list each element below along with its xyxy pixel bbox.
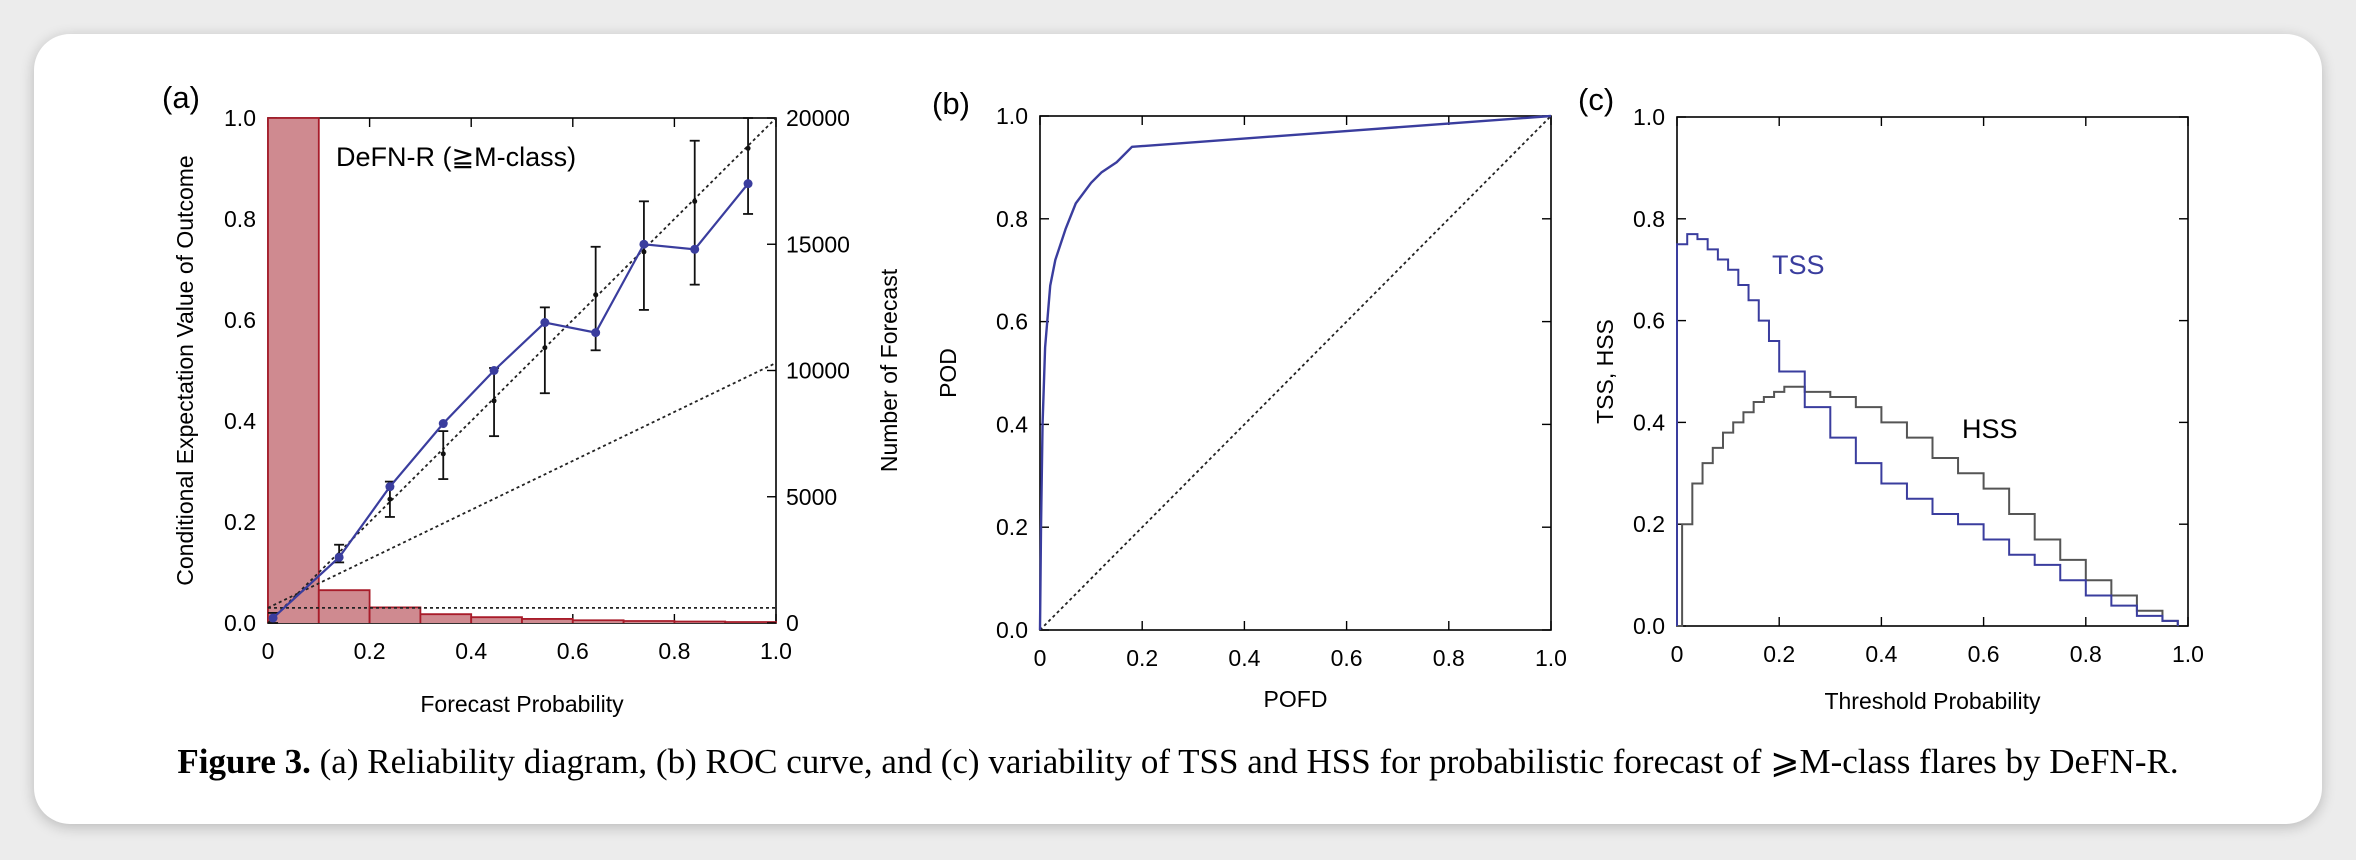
y-right-tick-label: 20000 [786,105,850,131]
y-tick-label: 1.0 [996,103,1028,129]
random-classifier-line [1039,115,1552,631]
x-tick-label: 0.4 [1865,641,1897,667]
y-right-axis-label: Number of Forecast [876,268,902,472]
figure-caption: Figure 3. (a) Reliability diagram, (b) R… [0,742,2356,782]
panel-label: (a) [162,80,200,115]
error-bar-center [692,198,698,204]
x-tick-label: 0.2 [354,638,386,664]
y-tick-label: 0.6 [224,307,256,333]
error-bar-center [440,451,446,457]
reliability-point [690,244,700,254]
reliability-point [268,613,278,623]
error-bar-center [641,249,647,255]
error-bar-center [542,345,548,351]
y-tick-label: 0.4 [224,408,256,434]
y-tick-label: 0.2 [996,514,1028,540]
panel-b: 0 0.2 0.4 0.6 0.8 1.0 0.0 0.2 0.4 0.6 0.8 1.0 (b) POF… [932,86,1567,712]
caption-label: Figure 3. [177,742,311,781]
y-tick-label: 0.8 [996,206,1028,232]
x-tick-label: 0.6 [1331,645,1363,671]
panel-c: 0 0.2 0.4 0.6 0.8 1.0 0.0 0.2 0.4 0.6 0.8 1.0 (c) Thr… [1578,82,2204,714]
y-right-tick-label: 0 [786,610,799,636]
tss-series-line [1676,233,2179,626]
panel-label: (b) [932,86,970,121]
error-bar-center [745,145,751,151]
y-tick-label: 0.0 [1633,613,1665,639]
reliability-point [334,552,344,562]
reliability-point [489,366,499,375]
x-tick-label: 1.0 [760,638,792,664]
y-tick-label: 1.0 [224,105,256,131]
y-tick-label: 0.0 [224,610,256,636]
x-tick-label: 0.6 [1968,641,2000,667]
x-tick-label: 0.4 [455,638,487,664]
hss-series-label: HSS [1962,414,2018,444]
y-tick-label: 0.0 [996,617,1028,643]
x-tick-label: 1.0 [1535,645,1567,671]
y-right-tick-label: 5000 [786,484,837,510]
reliability-point [639,239,649,249]
error-bar-center [491,398,497,404]
histogram-bar [318,590,370,623]
x-axis-label: Threshold Probability [1824,688,2041,714]
y-tick-label: 0.4 [1633,409,1665,435]
x-tick-label: 0 [262,638,275,664]
error-bar-center [593,292,599,298]
reliability-point [438,419,448,429]
y-tick-label: 0.6 [1633,308,1665,334]
x-tick-label: 1.0 [2172,641,2204,667]
hss-series-line [1677,385,2179,627]
x-tick-label: 0.6 [557,638,589,664]
tss-series-label: TSS [1772,250,1825,280]
y-tick-label: 0.6 [996,309,1028,335]
reliability-point [385,482,395,492]
plot-frame [1676,116,2189,627]
figure-card [34,34,2322,824]
no-skill-line [267,362,777,609]
x-axis-label: Forecast Probability [420,691,624,717]
roc-curve [1038,114,1552,631]
panel-a: 0 0.2 0.4 0.6 0.8 1.0 0.0 0.2 0.4 0.6 0.8 1.0 (a) For… [162,80,902,717]
y-right-tick-label: 10000 [786,358,850,384]
histogram-bar [623,620,675,623]
y-tick-label: 1.0 [1633,104,1665,130]
y-tick-label: 0.2 [224,509,256,535]
y-right-tick-label: 15000 [786,231,850,257]
y-tick-label: 0.8 [1633,206,1665,232]
reliability-point [743,179,753,189]
y-axis-label: Conditional Expectation Value of Outcome [172,155,198,585]
histogram-bar [522,618,573,623]
x-tick-label: 0.8 [1433,645,1465,671]
chart-subtitle: DeFN-R (≧M-class) [336,142,576,172]
panel-label: (c) [1578,82,1614,117]
perfect-reliability-line [267,117,777,624]
y-tick-label: 0.4 [996,411,1028,437]
y-tick-label: 0.2 [1633,511,1665,537]
x-tick-label: 0.4 [1228,645,1260,671]
reliability-point [591,328,601,338]
y-axis-label: TSS, HSS [1592,319,1618,424]
x-tick-label: 0.8 [2070,641,2102,667]
reliability-series-line [272,182,749,619]
plot-frame [1039,115,1552,631]
x-tick-label: 0 [1671,641,1684,667]
histogram-bar [369,607,421,623]
histogram-bar [471,617,522,623]
x-tick-label: 0.2 [1126,645,1158,671]
x-tick-label: 0.8 [658,638,690,664]
x-axis-label: POFD [1264,686,1328,712]
histogram-bar [420,614,472,623]
x-tick-label: 0.2 [1763,641,1795,667]
error-bar-center [387,496,393,502]
reliability-point [540,318,550,328]
y-tick-label: 0.8 [224,206,256,232]
y-axis-label: POD [935,348,961,398]
x-tick-label: 0 [1034,645,1047,671]
histogram-bar-outline [267,117,320,623]
histogram-bar [268,118,319,623]
caption-text: (a) Reliability diagram, (b) ROC curve, … [319,742,2179,781]
histogram-bar [572,620,624,623]
